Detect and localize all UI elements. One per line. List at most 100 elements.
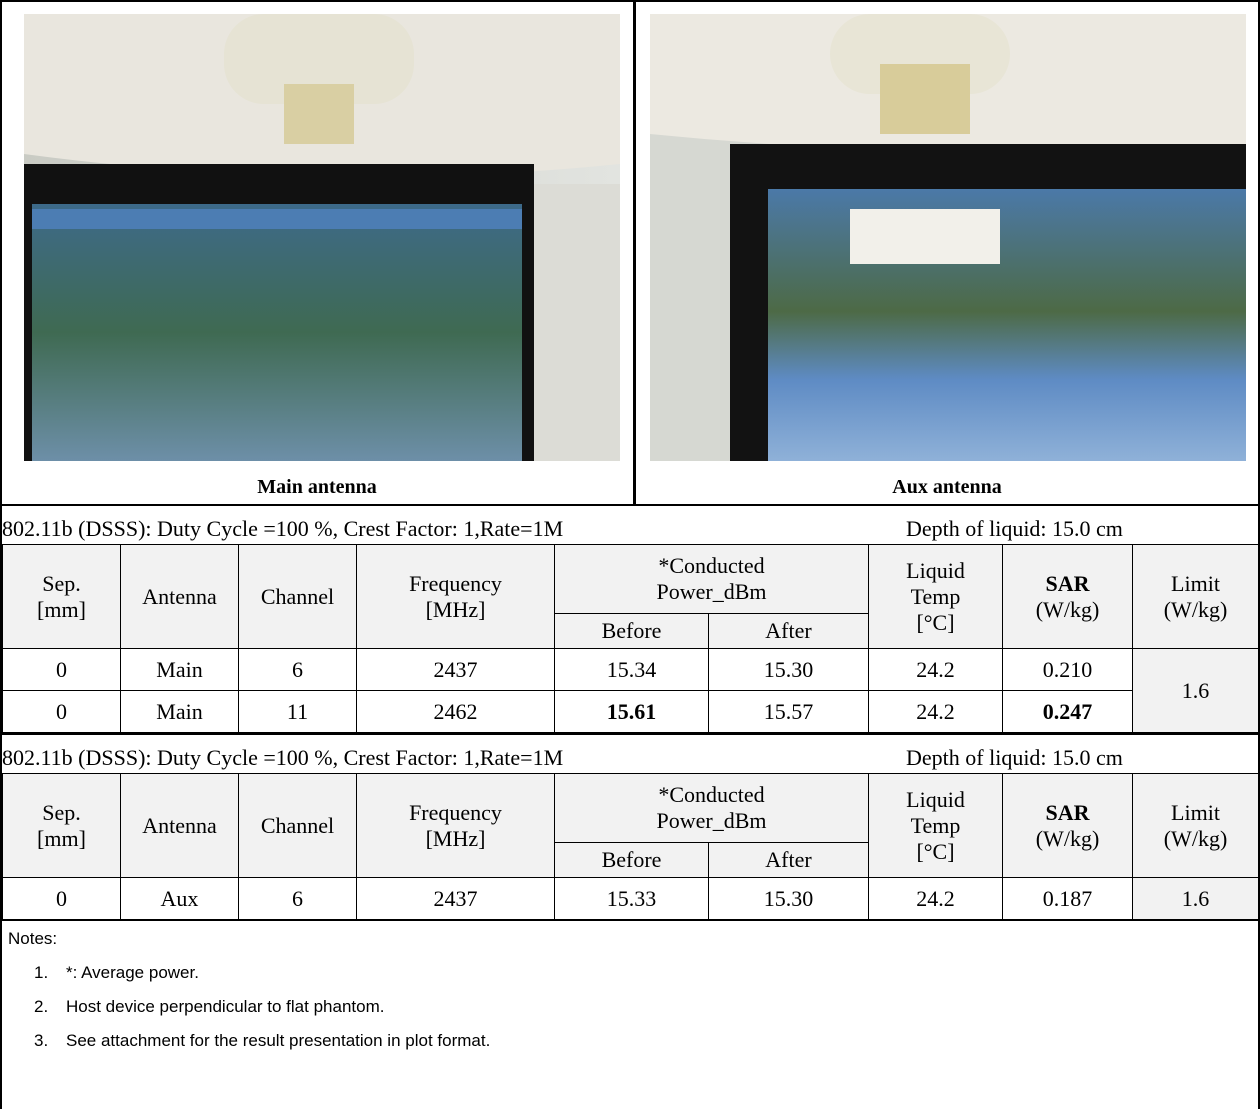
data-cell: 24.2: [868, 648, 1003, 691]
data-cell: 0: [2, 648, 121, 691]
divider: [633, 2, 636, 506]
header-cell: Sep. [mm]: [2, 773, 121, 878]
tables: 802.11b (DSSS): Duty Cycle =100 %, Crest…: [2, 504, 1258, 920]
header-cell: Liquid Temp [°C]: [868, 544, 1003, 649]
data-cell: 0.210: [1002, 648, 1133, 691]
data-row: 0 Main 6 2437 15.34 15.30 24.2 0.210 1.6: [2, 648, 1258, 733]
note-text: Host device perpendicular to flat phanto…: [66, 997, 385, 1016]
note-item: 3. See attachment for the result presenta…: [34, 1031, 1258, 1051]
data-cell: 0: [2, 690, 121, 733]
header-cell: SAR (W/kg): [1002, 544, 1133, 649]
header-cell: Frequency [MHz]: [356, 773, 555, 878]
result-table: Sep. [mm] Antenna Channel Frequency [MHz] *Con…: [2, 773, 1259, 920]
header-text: After: [765, 618, 812, 643]
header-text: (W/kg): [1035, 596, 1100, 622]
data-cell: 11: [238, 690, 357, 733]
header-text: Frequency: [409, 799, 502, 825]
header-text: [mm]: [37, 825, 86, 851]
header-cell: *Conducted Power_dBm: [554, 544, 869, 614]
note-number: 2.: [34, 997, 49, 1016]
header-text: Channel: [260, 583, 335, 609]
liquid-depth: Depth of liquid: 15.0 cm: [906, 745, 1123, 770]
data-cell: 0.187: [1002, 877, 1133, 920]
photo-caption: Main antenna: [257, 476, 377, 498]
data-cell: 15.30: [708, 648, 869, 691]
liquid-depth: Depth of liquid: 15.0 cm: [906, 516, 1123, 541]
header-cell: *Conducted Power_dBm: [554, 773, 869, 843]
header-text: [°C]: [916, 609, 955, 635]
data-cell: 6: [238, 648, 357, 691]
limit-cell: 1.6: [1132, 648, 1258, 733]
header-cell: Channel: [238, 544, 357, 649]
header-cell: SAR (W/kg): [1002, 773, 1133, 878]
header-row: Before After: [3, 842, 1259, 878]
header-cell: Before: [554, 613, 709, 649]
header-cell: Limit (W/kg): [1132, 773, 1258, 878]
data-cell: 15.61: [554, 690, 709, 733]
header-text: Before: [601, 847, 662, 872]
header-text: (W/kg): [1035, 825, 1100, 851]
data-cell: 0: [2, 877, 121, 920]
note-item: 2. Host device perpendicular to flat phan…: [34, 997, 1258, 1017]
condition-line: 802.11b (DSSS): Duty Cycle =100 %, Crest…: [2, 733, 1258, 773]
condition-line: 802.11b (DSSS): Duty Cycle =100 %, Crest…: [2, 504, 1258, 544]
condition: 802.11b (DSSS): Duty Cycle =100 %, Crest…: [2, 745, 564, 770]
header-cell: Channel: [238, 773, 357, 878]
header-text: (W/kg): [1163, 596, 1228, 622]
header-text: SAR: [1045, 799, 1090, 825]
header-text: Channel: [260, 812, 335, 838]
note-item: 1. *: Average power.: [34, 963, 1258, 983]
header-cell: Limit (W/kg): [1132, 544, 1258, 649]
header-row: Sep. [mm] Antenna Channel Frequency [MHz] *Con…: [2, 773, 1258, 878]
data-cell: Main: [120, 648, 239, 691]
header-text: [MHz]: [425, 825, 486, 851]
data-cell: 24.2: [868, 690, 1003, 733]
photo-caption: Aux antenna: [892, 476, 1002, 498]
header-cell: After: [708, 842, 869, 878]
data-cell: 2437: [356, 648, 555, 691]
data-cell: 15.34: [554, 648, 709, 691]
header-text: Liquid: [906, 786, 965, 812]
header-cell: After: [708, 613, 869, 649]
result-table: Sep. [mm] Antenna Channel Frequency [MHz] *Con…: [2, 544, 1259, 733]
header-text: After: [765, 847, 812, 872]
data-cell: 2437: [356, 877, 555, 920]
data-cell: 24.2: [868, 877, 1003, 920]
data-row: 0 Aux 6 2437 15.33 15.30 24.2 0.187 1.6: [2, 877, 1258, 920]
header-text: Temp: [910, 812, 961, 838]
data-cell: 15.30: [708, 877, 869, 920]
photo-aux: [650, 14, 1246, 461]
header-cell: Antenna: [120, 773, 239, 878]
header-row: Before After: [3, 613, 1259, 649]
data-cell: 0.247: [1002, 690, 1133, 733]
photo-area: Main antenna Aux antenna: [2, 0, 1258, 506]
header-text: *Conducted: [658, 782, 765, 807]
data-cell: Aux: [120, 877, 239, 920]
header-cell: Sep. [mm]: [2, 544, 121, 649]
header-text: [MHz]: [425, 596, 486, 622]
header-text: Frequency: [409, 570, 502, 596]
note-text: See attachment for the result presentati…: [66, 1031, 491, 1050]
data-cell: 15.57: [708, 690, 869, 733]
header-text: SAR: [1045, 570, 1090, 596]
data-cell: 6: [238, 877, 357, 920]
header-text: Sep.: [42, 799, 81, 825]
data-cell: 2462: [356, 690, 555, 733]
header-cell: Liquid Temp [°C]: [868, 773, 1003, 878]
header-text: Temp: [910, 583, 961, 609]
header-cell: Frequency [MHz]: [356, 544, 555, 649]
header-text: Power_dBm: [656, 579, 767, 604]
header-text: [mm]: [37, 596, 86, 622]
header-row: Sep. [mm] Antenna Channel Frequency [MHz] *Con…: [2, 544, 1258, 649]
condition: 802.11b (DSSS): Duty Cycle =100 %, Crest…: [2, 516, 564, 541]
header-text: Power_dBm: [656, 808, 767, 833]
note-number: 1.: [34, 963, 49, 982]
data-cell: 15.33: [554, 877, 709, 920]
note-text: *: Average power.: [66, 963, 199, 982]
header-text: Antenna: [142, 812, 217, 838]
photo-main: [24, 14, 620, 461]
header-cell: Before: [554, 842, 709, 878]
header-text: Limit: [1171, 570, 1220, 596]
notes-title: Notes:: [8, 929, 58, 948]
note-number: 3.: [34, 1031, 49, 1050]
